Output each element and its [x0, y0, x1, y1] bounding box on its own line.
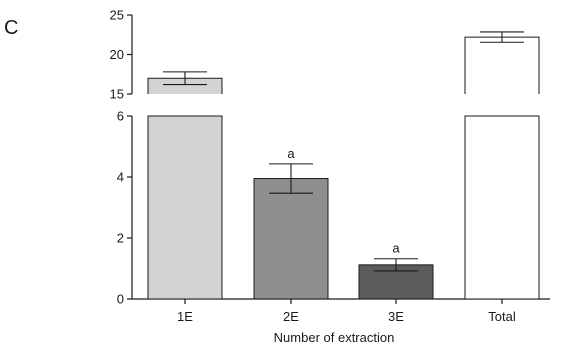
lower-y-tick-label: 6 — [117, 109, 124, 124]
x-tick-label-total: Total — [488, 309, 516, 324]
upper-y-axis: 15 20 25 — [110, 8, 133, 102]
lower-y-ticks: 0 2 4 6 — [117, 109, 132, 307]
x-tick-label-3e: 3E — [388, 309, 404, 324]
annotation-3e: a — [392, 241, 400, 256]
panel-label: C — [4, 17, 18, 39]
lower-y-tick-label: 4 — [117, 170, 124, 185]
bar-total-lower — [464, 115, 540, 300]
bar-2e — [253, 178, 329, 300]
bars-group — [147, 36, 540, 300]
bar-1e-upper — [148, 78, 222, 94]
lower-y-axis: 0 2 4 6 — [117, 109, 133, 307]
x-tick-label-1e: 1E — [177, 309, 193, 324]
upper-y-tick-label: 20 — [110, 47, 124, 62]
upper-y-ticks: 15 20 25 — [110, 8, 132, 102]
x-ticks-group: 1E 2E 3E Total — [177, 299, 516, 324]
annotation-2e: a — [287, 146, 295, 161]
bar-total-upper — [465, 37, 539, 94]
error-bars-group — [163, 31, 524, 272]
upper-y-tick-label: 25 — [110, 8, 124, 23]
lower-y-tick-label: 2 — [117, 231, 124, 246]
bar-1e-lower — [147, 115, 223, 300]
lower-y-tick-label: 0 — [117, 292, 124, 307]
x-axis-label: Number of extraction — [274, 330, 395, 345]
annotations-group: aa — [287, 146, 400, 256]
x-tick-label-2e: 2E — [283, 309, 299, 324]
upper-y-tick-label: 15 — [110, 87, 124, 102]
